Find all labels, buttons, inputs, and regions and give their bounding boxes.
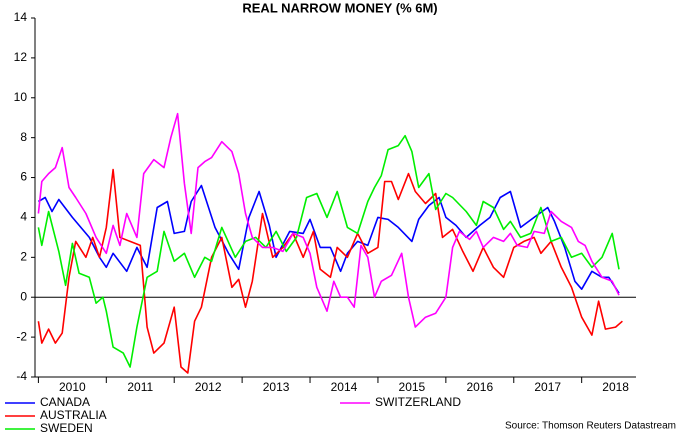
- x-tick-label: 2013: [263, 380, 290, 394]
- y-tick-label: 14: [14, 10, 28, 24]
- x-tick-label: 2016: [466, 380, 493, 394]
- series-line: [37, 168, 623, 374]
- legend-label: CANADA: [40, 395, 90, 409]
- x-tick-label: 2010: [59, 380, 86, 394]
- y-tick-label: 4: [20, 210, 27, 224]
- y-tick-label: -2: [16, 329, 27, 343]
- source-note: Source: Thomson Reuters Datastream: [505, 421, 676, 432]
- x-tick-label: 2017: [534, 380, 561, 394]
- y-tick-label: 8: [20, 130, 27, 144]
- legend-label: AUSTRALIA: [40, 408, 107, 422]
- series-line: [37, 184, 620, 294]
- chart-title: REAL NARROW MONEY (% 6M): [242, 0, 437, 15]
- y-tick-label: 6: [20, 170, 27, 184]
- legend-label: SWEDEN: [40, 421, 93, 433]
- x-tick-label: 2018: [602, 380, 629, 394]
- y-tick-label: -4: [16, 369, 27, 383]
- y-tick-label: 12: [14, 50, 28, 64]
- x-tick-label: 2012: [195, 380, 222, 394]
- series-line: [37, 134, 620, 368]
- x-tick-label: 2011: [127, 380, 153, 394]
- y-tick-label: 2: [20, 250, 27, 264]
- series-line: [37, 112, 620, 328]
- x-tick-label: 2014: [331, 380, 358, 394]
- y-tick-label: 10: [14, 90, 28, 104]
- y-tick-label: 0: [20, 289, 27, 303]
- x-tick-label: 2015: [399, 380, 426, 394]
- legend-label: SWITZERLAND: [375, 395, 461, 409]
